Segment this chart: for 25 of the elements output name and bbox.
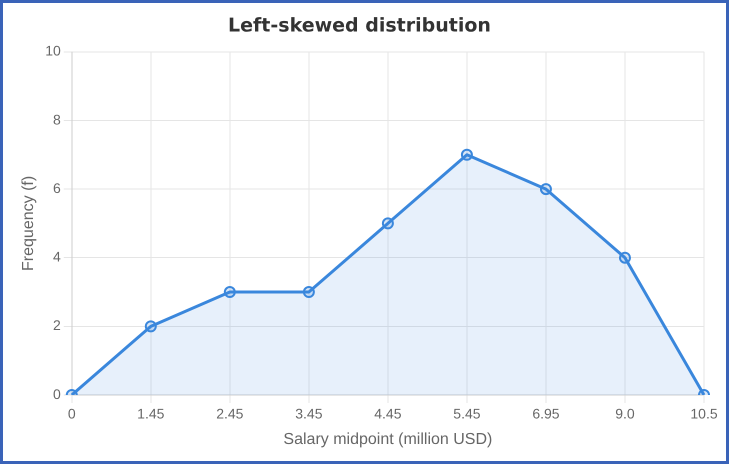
y-tick-label: 0 <box>52 386 61 402</box>
x-tick-label: 1.45 <box>137 405 165 422</box>
y-tick-label: 4 <box>52 248 61 265</box>
point <box>382 217 394 230</box>
x-axis-title: Salary midpoint (million USD) <box>283 430 492 448</box>
point <box>224 286 236 298</box>
x-tick-label: 4.45 <box>374 405 402 422</box>
y-tick-label: 6 <box>52 180 61 196</box>
y-tick-label: 2 <box>52 317 61 334</box>
point <box>460 148 473 161</box>
x-tick-label: 3.45 <box>295 405 323 422</box>
point <box>144 320 157 332</box>
x-tick-label: 2.45 <box>216 405 244 422</box>
y-tick-label: 10 <box>45 42 61 59</box>
y-tick-label: 8 <box>52 111 61 128</box>
x-tick-label: 0 <box>68 405 76 422</box>
x-tick-label: 9.0 <box>615 405 635 422</box>
x-tick-label: 10.5 <box>690 405 718 422</box>
chart-title: Left-skewed distribution <box>228 14 491 36</box>
point <box>618 252 631 264</box>
x-tick-label: 6.95 <box>532 405 560 422</box>
point <box>540 183 552 196</box>
x-tick-label: 5.45 <box>453 405 481 422</box>
point <box>302 286 315 298</box>
y-axis-title: Frequency (f) <box>20 176 38 271</box>
